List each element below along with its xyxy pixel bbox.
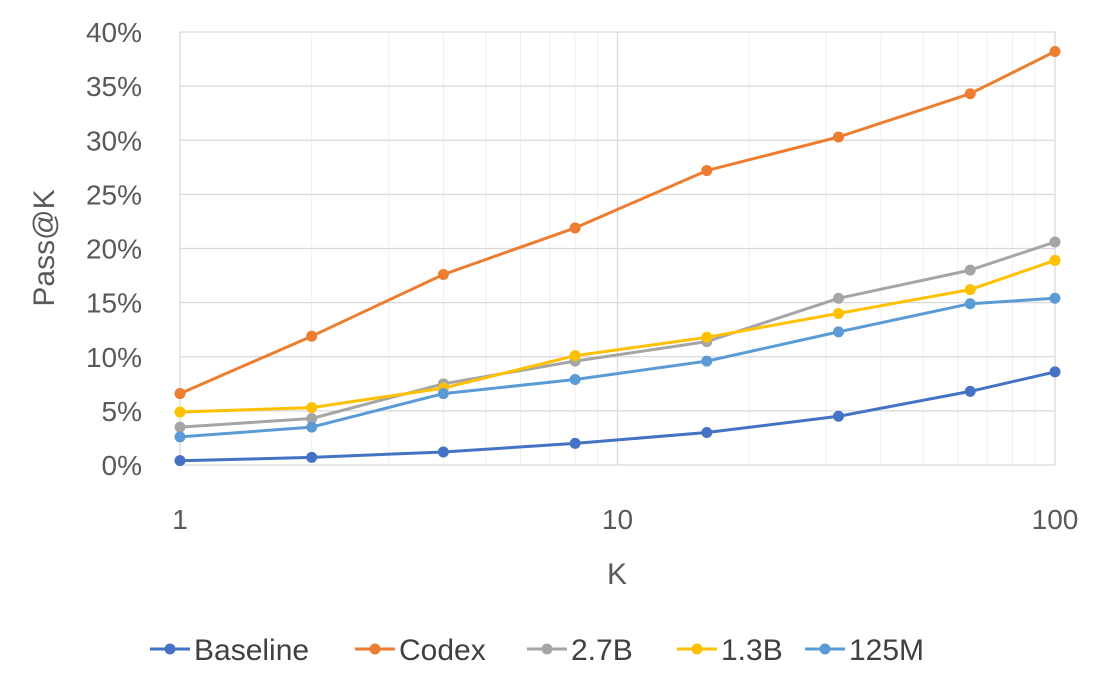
data-point: [964, 284, 976, 296]
series-line: [178, 370, 1057, 463]
y-tick-label: 15%: [86, 288, 142, 319]
legend-swatch-marker: [164, 643, 176, 655]
legend-item: Codex: [355, 634, 486, 667]
data-point: [174, 388, 186, 400]
legend-swatch-marker: [541, 643, 553, 655]
series-line: [178, 50, 1057, 396]
legend-item: 1.3B: [677, 634, 783, 667]
data-point: [569, 222, 581, 234]
series-line: [178, 240, 1057, 429]
legend-item: 2.7B: [527, 634, 633, 667]
legend-label: 1.3B: [721, 634, 783, 667]
major-gridlines: [179, 31, 1056, 466]
legend-label: Baseline: [194, 634, 309, 667]
data-point: [701, 355, 713, 367]
data-point: [701, 331, 713, 343]
data-point: [833, 410, 845, 422]
legend-swatch-marker: [369, 643, 381, 655]
y-tick-label: 25%: [86, 179, 142, 210]
data-point: [569, 437, 581, 449]
legend-label: 2.7B: [571, 634, 633, 667]
x-tick-label: 10: [602, 504, 633, 535]
y-tick-label: 20%: [86, 234, 142, 265]
x-axis-ticks: 1 10 100: [172, 504, 1078, 535]
data-point: [569, 373, 581, 385]
y-tick-label: 10%: [86, 342, 142, 373]
legend-swatch-marker: [691, 643, 703, 655]
data-point: [964, 264, 976, 276]
data-point: [964, 298, 976, 310]
data-point: [174, 431, 186, 443]
series-codex: [174, 45, 1061, 400]
data-point: [306, 421, 318, 433]
data-point: [1049, 254, 1061, 266]
data-point: [174, 406, 186, 418]
data-point: [833, 326, 845, 338]
data-point: [964, 88, 976, 100]
y-axis-ticks: 0% 5% 10% 15% 20% 25% 30% 35% 40%: [86, 17, 142, 481]
data-point: [306, 412, 318, 424]
data-point: [701, 427, 713, 439]
y-tick-label: 0%: [102, 450, 142, 481]
data-point: [833, 292, 845, 304]
y-tick-label: 40%: [86, 17, 142, 48]
legend: Baseline Codex 2.7B 1.3B 125M: [150, 634, 924, 667]
data-point: [437, 388, 449, 400]
legend-item: Baseline: [150, 634, 309, 667]
y-axis-title: Pass@K: [28, 189, 61, 306]
data-point: [1049, 366, 1061, 378]
data-point: [306, 402, 318, 414]
data-point: [1049, 292, 1061, 304]
data-point: [437, 268, 449, 280]
series-baseline: [174, 366, 1061, 467]
y-tick-label: 30%: [86, 125, 142, 156]
legend-swatch-marker: [819, 643, 831, 655]
data-point: [1049, 45, 1061, 57]
data-point: [964, 385, 976, 397]
legend-item: 125M: [805, 634, 924, 667]
data-point: [833, 307, 845, 319]
series-line: [178, 258, 1057, 414]
x-tick-label: 1: [172, 504, 188, 535]
y-tick-label: 5%: [102, 396, 142, 427]
x-axis-title: K: [607, 558, 627, 591]
data-point: [833, 131, 845, 143]
y-tick-label: 35%: [86, 71, 142, 102]
data-point: [174, 421, 186, 433]
data-point: [306, 330, 318, 342]
data-point: [174, 455, 186, 467]
data-point: [437, 446, 449, 458]
data-point: [1049, 236, 1061, 248]
data-point: [306, 451, 318, 463]
data-point: [701, 165, 713, 177]
x-tick-label: 100: [1032, 504, 1079, 535]
series-layer: [174, 45, 1061, 467]
series-125m: [174, 292, 1061, 443]
legend-label: 125M: [849, 634, 924, 667]
series-line: [178, 296, 1057, 439]
data-point: [569, 350, 581, 362]
legend-label: Codex: [399, 634, 486, 667]
